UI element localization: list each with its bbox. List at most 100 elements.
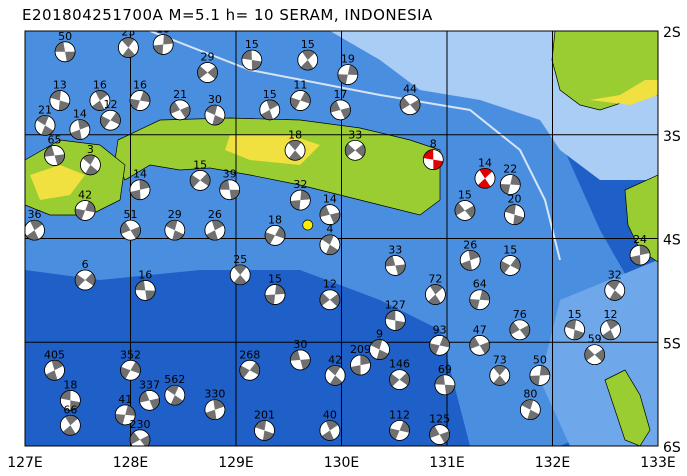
focal-mechanism-beachball[interactable]: 72 xyxy=(425,273,446,305)
focal-mechanism-beachball[interactable]: 24 xyxy=(629,233,651,266)
focal-mechanism-beachball[interactable]: 29 xyxy=(197,51,218,83)
focal-mechanism-beachball[interactable]: 30 xyxy=(290,338,311,371)
focal-mechanism-beachball[interactable]: 21 xyxy=(169,88,191,121)
focal-mechanism-beachball[interactable]: 41 xyxy=(114,393,136,426)
focal-mechanism-beachball[interactable]: 25 xyxy=(229,253,251,286)
focal-mechanism-beachball[interactable]: 66 xyxy=(60,403,81,436)
focal-mechanism-beachball[interactable]: 330 xyxy=(204,388,225,421)
focal-mechanism-beachball[interactable]: 15 xyxy=(241,38,263,71)
focal-mechanism-beachball[interactable]: 93 xyxy=(429,323,450,356)
focal-mechanism-beachball[interactable]: 14 xyxy=(474,156,496,189)
focal-mechanism-beachball[interactable]: 352 xyxy=(120,348,141,381)
focal-mechanism-beachball[interactable]: 26 xyxy=(459,238,481,271)
focal-mechanism-beachball[interactable]: 33 xyxy=(344,128,366,161)
focal-mechanism-beachball[interactable]: 15 xyxy=(189,158,211,191)
focal-mechanism-beachball[interactable]: 22 xyxy=(499,163,521,195)
focal-mechanism-beachball[interactable]: 11 xyxy=(290,79,311,111)
focal-mechanism-beachball[interactable]: 40 xyxy=(319,408,341,441)
focal-mechanism-beachball[interactable]: 42 xyxy=(324,353,346,386)
focal-mechanism-beachball[interactable]: 73 xyxy=(489,353,511,386)
focal-mechanism-beachball[interactable]: 15 xyxy=(499,243,521,276)
focal-mechanism-beachball[interactable]: 15 xyxy=(297,38,319,71)
compression-quadrant xyxy=(166,385,179,396)
compression-quadrant xyxy=(469,298,480,310)
focal-mechanism-beachball[interactable]: 13 xyxy=(49,79,71,111)
depth-label: 16 xyxy=(133,79,147,92)
focal-mechanism-beachball[interactable]: 209 xyxy=(350,343,371,376)
focal-mechanism-beachball[interactable]: 337 xyxy=(139,378,160,411)
focal-mechanism-beachball[interactable]: 8 xyxy=(422,138,444,170)
focal-mechanism-beachball[interactable]: 15 xyxy=(259,88,281,121)
compression-quadrant xyxy=(609,290,623,301)
focal-mechanism-beachball[interactable]: 32 xyxy=(290,178,311,211)
focal-mechanism-beachball[interactable]: 18 xyxy=(60,378,81,411)
focal-mechanism-beachball[interactable]: 6 xyxy=(74,258,96,291)
focal-mechanism-beachball[interactable]: 50 xyxy=(54,30,76,63)
focal-mechanism-beachball[interactable]: 30 xyxy=(204,93,226,126)
focal-mechanism-beachball[interactable]: 14 xyxy=(69,108,91,140)
compression-quadrant xyxy=(300,359,311,370)
focal-mechanism-beachball[interactable]: 3 xyxy=(80,143,101,176)
focal-mechanism-beachball[interactable]: 26 xyxy=(204,208,226,241)
focal-mechanism-beachball[interactable]: 39 xyxy=(219,168,241,201)
depth-label: 21 xyxy=(38,103,52,116)
beachball-outline xyxy=(384,310,406,331)
focal-mechanism-beachball[interactable]: 268 xyxy=(239,348,260,381)
focal-mechanism-beachball[interactable]: 21 xyxy=(34,103,56,136)
focal-mechanism-beachball[interactable]: 18 xyxy=(264,213,286,246)
focal-mechanism-beachball[interactable]: 112 xyxy=(389,408,410,441)
focal-mechanism-beachball[interactable]: 9 xyxy=(369,328,390,360)
focal-mechanism-beachball[interactable]: 16 xyxy=(134,268,156,301)
focal-mechanism-beachball[interactable]: 65 xyxy=(44,134,65,166)
focal-mechanism-beachball[interactable]: 15 xyxy=(454,188,476,221)
focal-mechanism-beachball[interactable]: 562 xyxy=(164,373,185,406)
focal-mechanism-beachball[interactable]: 16 xyxy=(89,79,111,111)
focal-mechanism-beachball[interactable]: 50 xyxy=(529,353,551,386)
compression-quadrant xyxy=(85,272,96,286)
compression-quadrant xyxy=(288,140,302,151)
compression-quadrant xyxy=(350,365,361,376)
focal-mechanism-beachball[interactable]: 42 xyxy=(74,188,96,221)
focal-mechanism-beachball[interactable]: 405 xyxy=(44,348,65,381)
focal-mechanism-beachball[interactable]: 17 xyxy=(330,88,351,121)
focal-mechanism-beachball[interactable]: 20 xyxy=(504,193,525,225)
focal-mechanism-beachball[interactable]: 19 xyxy=(337,53,359,85)
focal-mechanism-beachball[interactable]: 13 xyxy=(152,22,174,55)
depth-label: 73 xyxy=(493,353,507,366)
depth-label: 15 xyxy=(268,273,282,286)
focal-mechanism-beachball[interactable]: 47 xyxy=(469,323,491,356)
focal-mechanism-beachball[interactable]: 44 xyxy=(399,83,421,116)
focal-mechanism-beachball[interactable]: 12 xyxy=(600,308,621,341)
focal-mechanism-beachball[interactable]: 4 xyxy=(319,223,341,256)
focal-mechanism-beachball[interactable]: 14 xyxy=(129,168,151,201)
focal-mechanism-beachball[interactable]: 76 xyxy=(509,308,531,341)
focal-mechanism-beachball[interactable]: 125 xyxy=(429,413,450,445)
focal-mechanism-beachball[interactable]: 36 xyxy=(24,208,45,241)
focal-mechanism-beachball[interactable]: 51 xyxy=(120,208,141,241)
depth-label: 47 xyxy=(473,323,487,336)
focal-mechanism-beachball[interactable]: 15 xyxy=(264,273,286,305)
focal-mechanism-beachball[interactable]: 64 xyxy=(469,278,491,311)
beachball-outline xyxy=(469,335,491,356)
focal-mechanism-beachball[interactable]: 16 xyxy=(129,79,151,111)
focal-mechanism-beachball[interactable]: 59 xyxy=(584,333,606,366)
focal-mechanism-beachball[interactable]: 15 xyxy=(564,308,586,341)
compression-quadrant xyxy=(370,339,383,350)
focal-mechanism-beachball[interactable]: 146 xyxy=(389,358,410,390)
focal-mechanism-beachball[interactable]: 12 xyxy=(319,278,341,311)
depth-label: 18 xyxy=(268,213,282,226)
beachball-outline xyxy=(337,64,359,85)
focal-mechanism-beachball[interactable]: 12 xyxy=(100,98,121,131)
focal-mechanism-beachball[interactable]: 127 xyxy=(384,298,406,331)
epicenter-marker[interactable] xyxy=(302,219,314,231)
focal-mechanism-beachball[interactable]: 14 xyxy=(319,193,341,225)
focal-mechanism-beachball[interactable]: 33 xyxy=(384,243,406,276)
focal-mechanism-beachball[interactable]: 23 xyxy=(118,26,139,58)
focal-mechanism-beachball[interactable]: 32 xyxy=(604,268,626,301)
focal-mechanism-beachball[interactable]: 29 xyxy=(164,208,186,241)
focal-mechanism-beachball[interactable]: 18 xyxy=(284,128,306,161)
focal-mechanism-beachball[interactable]: 230 xyxy=(129,418,150,450)
focal-mechanism-beachball[interactable]: 201 xyxy=(254,408,275,441)
focal-mechanism-beachball[interactable]: 80 xyxy=(519,388,541,421)
focal-mechanism-beachball[interactable]: 69 xyxy=(434,363,456,396)
